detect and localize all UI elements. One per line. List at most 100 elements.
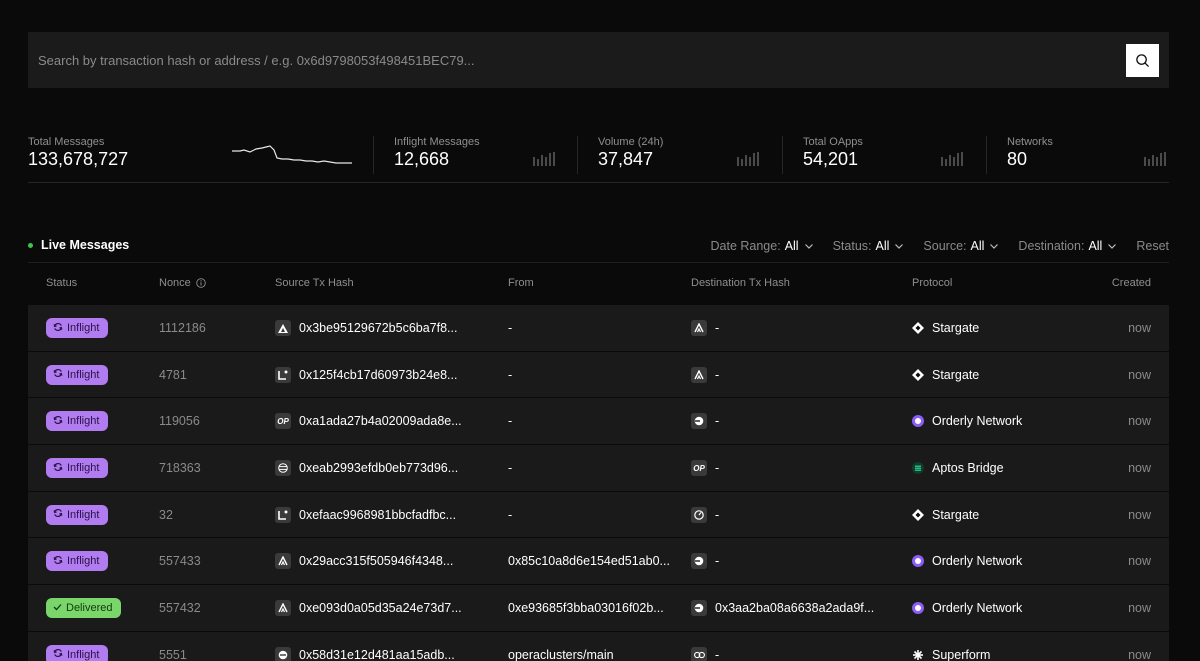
- table-row[interactable]: Inflight 32 0xefaac9968981bbcfadfbc... - - St…: [28, 491, 1169, 539]
- protocol-cell: Aptos Bridge: [912, 445, 1004, 491]
- destination-tx-hash[interactable]: 0x3aa2ba08a6638a2ada9f...: [715, 601, 875, 616]
- protocol-name[interactable]: Orderly Network: [932, 601, 1023, 616]
- stat-divider: [986, 136, 987, 174]
- protocol-name[interactable]: Stargate: [932, 367, 980, 382]
- protocol-cell: Stargate: [912, 305, 979, 351]
- status-cell: Delivered: [46, 585, 122, 631]
- from-address[interactable]: -: [508, 461, 513, 476]
- linea-icon: [275, 506, 291, 523]
- column-protocol: Protocol: [912, 277, 953, 289]
- nonce: 1112186: [159, 321, 206, 335]
- source-tx-cell: 0x58d31e12d481aa15adb...: [275, 632, 455, 661]
- nonce: 718363: [159, 461, 201, 476]
- source-tx-hash[interactable]: 0xefaac9968981bbcfadfbc...: [299, 507, 457, 522]
- status-cell: Inflight: [46, 305, 109, 351]
- protocol-name[interactable]: Orderly Network: [932, 554, 1023, 569]
- stat-label: Networks: [1007, 136, 1053, 148]
- column-nonce: Nonce: [159, 277, 206, 289]
- divider: [28, 262, 1169, 263]
- destination-tx-hash[interactable]: -: [715, 461, 720, 476]
- protocol-name[interactable]: Orderly Network: [932, 414, 1023, 429]
- table-row[interactable]: Inflight 718363 0xeab2993efdb0eb773d96... -…: [28, 445, 1169, 492]
- search-button[interactable]: [1126, 44, 1159, 77]
- filter-status[interactable]: Status: All: [833, 239, 904, 253]
- source-tx-hash[interactable]: 0xa1ada27b4a02009ada8e...: [299, 414, 462, 429]
- source-tx-hash[interactable]: 0x125f4cb17d60973b24e8...: [299, 367, 458, 382]
- arbitrum-icon: [691, 366, 707, 383]
- table-row[interactable]: Inflight 1112186 0x3be95129672b5c6ba7f8...…: [28, 305, 1169, 352]
- table-row[interactable]: Inflight 4781 0x125f4cb17d60973b24e8... - - S…: [28, 351, 1169, 399]
- stat-divider: [577, 136, 578, 174]
- table-row[interactable]: Inflight 5551 0x58d31e12d481aa15adb... oper…: [28, 631, 1169, 661]
- link-icon: [691, 646, 707, 661]
- protocol-name[interactable]: Stargate: [932, 321, 980, 335]
- nonce: 32: [159, 507, 173, 522]
- from-address[interactable]: operaclusters/main: [508, 647, 614, 661]
- created-time: now: [1128, 367, 1151, 382]
- from-address[interactable]: 0xe93685f3bba03016f02b...: [508, 601, 664, 616]
- status-cell: Inflight: [46, 632, 109, 661]
- stargate-icon: [912, 368, 924, 381]
- filter-label: Destination:: [1018, 239, 1085, 253]
- destination-tx-hash[interactable]: -: [715, 554, 720, 569]
- from-address[interactable]: -: [508, 367, 513, 382]
- table-row[interactable]: Delivered 557432 0xe093d0a05d35a24e73d7...…: [28, 585, 1169, 632]
- base-icon: [691, 553, 707, 570]
- avalanche-icon: [275, 320, 291, 336]
- search-input[interactable]: [28, 32, 1118, 88]
- destination-tx-hash[interactable]: -: [715, 367, 720, 382]
- protocol-name[interactable]: Stargate: [932, 507, 980, 522]
- source-tx-hash[interactable]: 0xe093d0a05d35a24e73d7...: [299, 601, 462, 616]
- protocol-name[interactable]: Superform: [932, 647, 991, 661]
- source-tx-hash[interactable]: 0x29acc315f505946f4348...: [299, 554, 454, 569]
- destination-tx-hash[interactable]: -: [715, 507, 720, 522]
- info-icon[interactable]: [196, 278, 206, 288]
- from-address[interactable]: -: [508, 414, 513, 429]
- stat-label: Total OApps: [803, 136, 863, 148]
- stat-value: 133,678,727: [28, 149, 129, 169]
- destination-tx-cell: -: [691, 632, 719, 661]
- destination-tx-hash[interactable]: -: [715, 414, 720, 429]
- live-messages-header: Live Messages: [28, 238, 129, 252]
- filter-destination[interactable]: Destination: All: [1018, 239, 1117, 253]
- source-tx-cell: 0xefaac9968981bbcfadfbc...: [275, 492, 456, 538]
- status-badge: Inflight: [46, 504, 109, 525]
- created-time: now: [1128, 601, 1151, 616]
- column-created: Created: [1111, 277, 1151, 289]
- table-row[interactable]: Inflight 119056 OP 0xa1ada27b4a02009ada8e..…: [28, 398, 1169, 446]
- source-tx-hash[interactable]: 0x3be95129672b5c6ba7f8...: [299, 321, 458, 335]
- status-cell: Inflight: [46, 445, 109, 491]
- stat-value: 54,201: [803, 149, 859, 169]
- table-row[interactable]: Inflight 557433 0x29acc315f505946f4348... 0…: [28, 538, 1169, 586]
- destination-tx-hash[interactable]: -: [715, 647, 720, 661]
- protocol-name[interactable]: Aptos Bridge: [932, 461, 1004, 476]
- status-label: Inflight: [67, 508, 100, 521]
- search-bar: [28, 32, 1169, 88]
- from-address[interactable]: 0x85c10a8d6e154ed51ab0...: [508, 554, 670, 569]
- source-tx-hash[interactable]: 0xeab2993efdb0eb773d96...: [299, 461, 459, 476]
- destination-tx-cell: 0x3aa2ba08a6638a2ada9f...: [691, 585, 874, 631]
- source-tx-cell: 0x29acc315f505946f4348...: [275, 538, 453, 584]
- reset-button[interactable]: Reset: [1136, 239, 1169, 253]
- status-label: Delivered: [66, 602, 113, 615]
- stat-value: 12,668: [394, 149, 450, 169]
- stat-value: 37,847: [598, 149, 654, 169]
- filter-date-range[interactable]: Date Range: All: [711, 239, 813, 253]
- status-label: Inflight: [67, 555, 100, 568]
- status-badge: Inflight: [46, 551, 109, 572]
- filter-source[interactable]: Source: All: [923, 239, 999, 253]
- arbitrum-icon: [275, 553, 291, 570]
- live-indicator-dot: [28, 242, 33, 248]
- refresh-icon: [53, 322, 67, 335]
- source-tx-cell: 0x3be95129672b5c6ba7f8...: [275, 305, 457, 351]
- destination-tx-hash[interactable]: -: [715, 321, 720, 335]
- source-tx-cell: 0xe093d0a05d35a24e73d7...: [275, 585, 462, 631]
- from-address[interactable]: -: [508, 321, 513, 335]
- source-tx-hash[interactable]: 0x58d31e12d481aa15adb...: [299, 647, 455, 661]
- filter-value: All: [970, 239, 985, 253]
- protocol-cell: Orderly Network: [912, 585, 1022, 631]
- destination-tx-cell: -: [691, 352, 719, 398]
- from-address[interactable]: -: [508, 507, 513, 522]
- created-time: now: [1128, 414, 1151, 429]
- status-badge: Inflight: [46, 644, 109, 661]
